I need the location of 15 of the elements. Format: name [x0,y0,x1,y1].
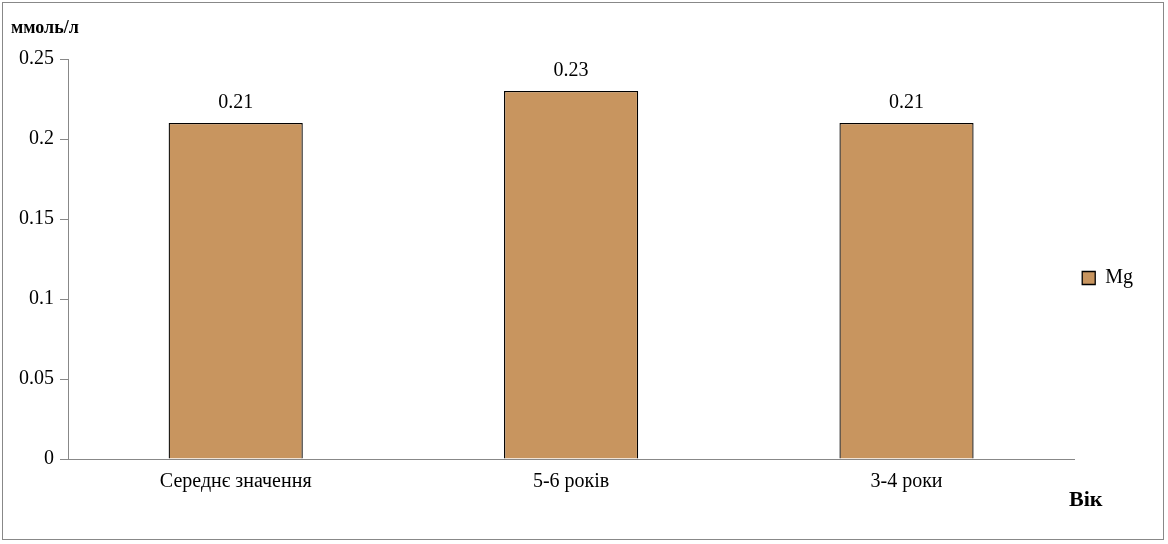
y-tick-label: 0.2 [29,126,54,149]
y-tick-label: 0.1 [29,286,54,309]
data-label: 0.21 [218,90,254,113]
data-label: 0.23 [553,58,589,81]
y-tick-label: 0.25 [19,46,54,69]
y-tick-label: 0.05 [19,366,54,389]
y-axis-title: ммоль/л [11,16,79,37]
x-tick-label: Середнє значення [159,469,312,493]
y-tick-label: 0.15 [19,206,54,229]
y-tick-label: 0 [44,446,54,469]
x-tick-label: 5-6 років [532,469,610,493]
legend-label: Mg [1105,265,1134,289]
x-tick-label: 3-4 роки [870,469,943,493]
data-label: 0.21 [889,90,925,113]
x-axis-title: Вік [1069,485,1103,511]
